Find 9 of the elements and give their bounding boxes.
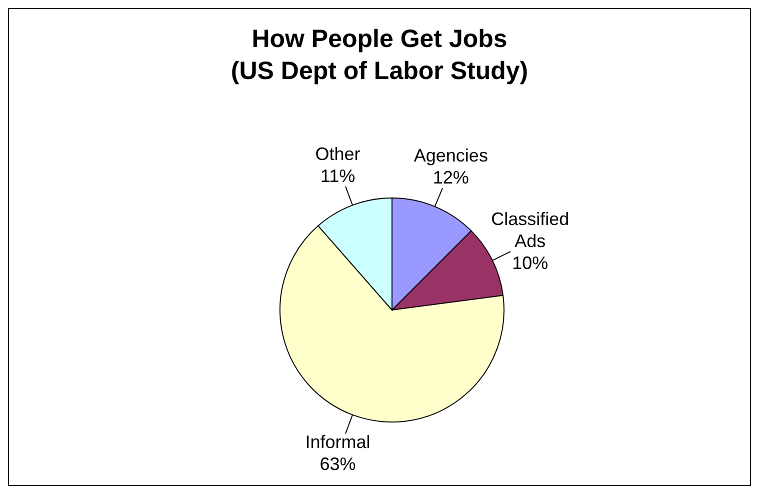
data-label: 11%	[320, 166, 356, 186]
chart-title: How People Get Jobs (US Dept of Labor Study)	[230, 24, 530, 87]
slice-label: Classified Ads	[491, 208, 570, 251]
slice-label: Agencies	[414, 146, 488, 166]
data-label: 12%	[432, 168, 469, 188]
slice-label: Other	[315, 144, 360, 164]
data-label: 10%	[512, 252, 548, 273]
slice-label: Informal	[305, 432, 370, 452]
data-label: 63%	[320, 454, 356, 474]
